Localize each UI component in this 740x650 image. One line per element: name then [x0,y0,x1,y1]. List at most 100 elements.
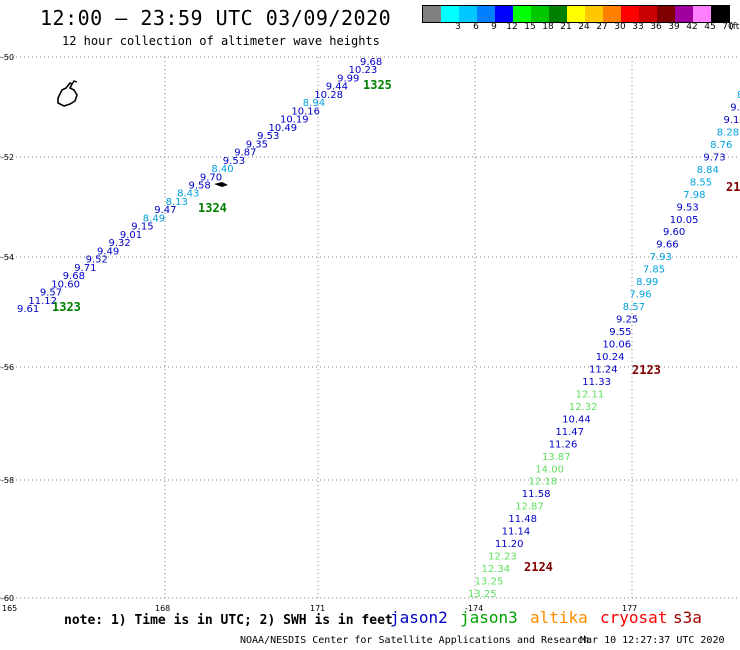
legend-swatch-label: 21 [560,22,572,32]
legend-swatch-label: 70 [722,22,734,32]
wave-height-label: 9.55 [609,327,631,338]
legend-swatch-label: 42 [686,22,698,32]
wave-height-label: 7.96 [629,290,651,301]
wave-height-label: 10.06 [603,340,632,351]
orbit-number-label: 21 [726,180,740,194]
wave-height-label: 9.15 [131,222,153,233]
wave-height-label: 9.70 [200,172,222,183]
wave-height-label: 9.71 [74,263,96,274]
wave-height-label: 12.32 [569,402,598,413]
wave-height-label: 8 [737,90,740,101]
footer-note: note: 1) Time is in UTC; 2) SWH is in fe… [64,613,393,628]
wave-height-label: 9.87 [234,148,256,159]
wave-height-label: 10.23 [349,65,378,76]
wave-height-label: 8.99 [636,277,658,288]
legend-jason2: jason2 [390,608,448,627]
legend-swatch-label: 27 [596,22,608,32]
wave-height-label: 11.58 [522,489,551,500]
wave-height-label: 11.12 [28,296,57,307]
wave-height-label: 8.76 [710,140,732,151]
legend-swatch-label: 12 [506,22,518,32]
wave-height-label: 9.58 [189,181,211,192]
wave-height-label: 10.19 [280,115,309,126]
wave-height-label: 8.49 [143,213,165,224]
legend-swatch-label: 45 [704,22,716,32]
lon-tick-label: 168 [155,604,170,613]
legend-swatch-label: 30 [614,22,626,32]
wave-height-label: 8.13 [166,197,188,208]
lon-tick-label: 165 [2,604,17,613]
orbit-number-label: 1324 [198,201,227,215]
orbit-number-label: 1325 [363,78,392,92]
wave-height-label: 10.24 [596,352,625,363]
wave-height-label: 11.48 [508,514,537,525]
wave-height-label: 9.52 [86,255,108,266]
wave-height-label: 10.44 [562,414,591,425]
legend-swatch-label: 15 [524,22,536,32]
legend-swatch [441,6,459,22]
wave-height-label: 9.53 [223,156,245,167]
wave-height-label: 12.18 [529,477,558,488]
page-subtitle: 12 hour collection of altimeter wave hei… [62,34,380,48]
legend-swatch [621,6,639,22]
wave-height-label: 8.40 [211,164,233,175]
wave-height-label: 7.98 [683,190,705,201]
wave-height-label: 10.05 [670,215,699,226]
wave-height-label: 9.01 [120,230,142,241]
legend-swatch [459,6,477,22]
wave-height-label: 12.11 [576,389,605,400]
legend-swatch-label: 24 [578,22,590,32]
orbit-number-label: 2123 [632,363,661,377]
legend-swatch-label: 6 [473,22,479,32]
legend-altika: altika [530,608,588,627]
island-landmass [57,80,228,187]
wave-height-label: 12.34 [482,564,511,575]
orbit-number-label: 2124 [524,560,553,574]
wave-height-label: 11.14 [502,527,531,538]
legend-swatch [531,6,549,22]
legend-swatch [477,6,495,22]
lat-tick-label: -56 [1,363,14,372]
legend-swatch [603,6,621,22]
wave-height-label: 14.00 [535,464,564,475]
wave-height-label: 9.53 [677,202,699,213]
legend-swatch [513,6,531,22]
wave-height-label: 8.57 [623,302,645,313]
legend-swatch [711,6,729,22]
orbit-labels: 1323 1324 1325 2123 2124 21 [52,78,740,574]
color-legend-bar [422,5,730,23]
legend-swatch [585,6,603,22]
lon-tick-label: 171 [310,604,325,613]
lat-tick-label: -52 [1,153,14,162]
legend-swatch [675,6,693,22]
legend-swatch-label: 9 [491,22,497,32]
lon-tick-label: 177 [622,604,637,613]
wave-height-label: 9.1 [724,115,740,126]
wave-height-label: 9.60 [663,227,685,238]
legend-swatch [495,6,513,22]
legend-swatch [657,6,675,22]
legend-swatch-label: 36 [650,22,662,32]
wave-height-label: 10.16 [291,106,320,117]
legend-cryosat: cryosat [600,608,668,627]
legend-jason3: jason3 [460,608,518,627]
legend-swatch-label: 18 [542,22,554,32]
wave-height-label: 11.33 [582,377,611,388]
wave-height-label: 9.73 [703,152,725,163]
wave-height-label: 9. [730,103,740,114]
legend-swatch [639,6,657,22]
lon-tick-label: -174 [465,604,483,613]
wave-height-label: 11.26 [549,439,578,450]
wave-height-label: 9.44 [326,82,348,93]
wave-height-label: 12.87 [515,502,544,513]
map-grid [0,56,740,599]
legend-s3a: s3a [673,608,702,627]
generated-timestamp: Mar 10 12:27:37 UTC 2020 [580,635,725,646]
wave-height-label: 8.43 [177,189,199,200]
wave-height-tracks: 9.6111.129.5710.609.689.719.529.499.329.… [17,57,740,600]
legend-unit: (ft) [729,22,740,32]
legend-swatch-label: 3 [455,22,461,32]
